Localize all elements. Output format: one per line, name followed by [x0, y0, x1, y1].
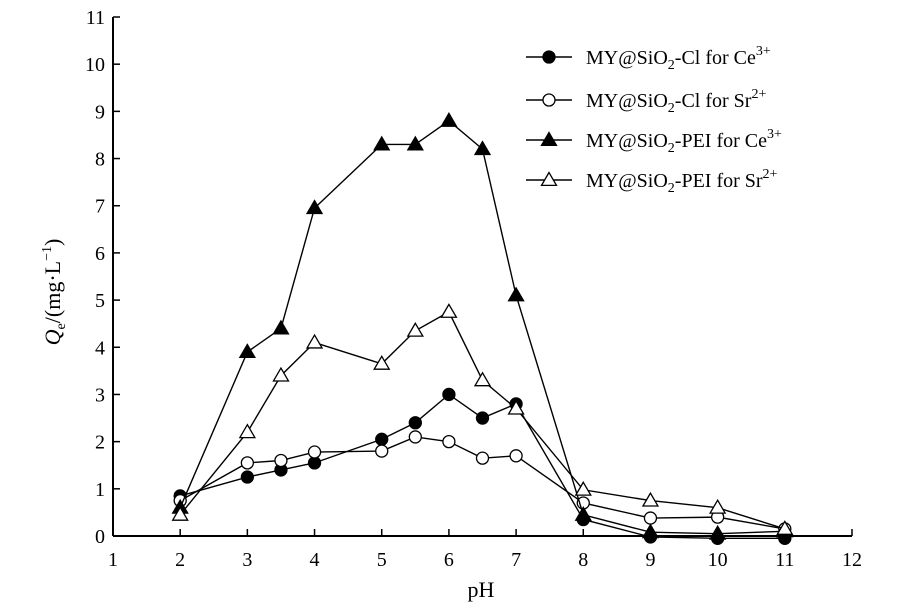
data-point: [373, 135, 391, 151]
data-point: [641, 523, 660, 539]
x-tick-label: 7: [511, 549, 521, 571]
data-point: [238, 423, 256, 439]
data-point: [238, 343, 256, 359]
data-point: [709, 524, 727, 540]
data-point: [240, 470, 255, 484]
data-point: [406, 321, 424, 337]
data-point: [574, 505, 592, 521]
legend-marker: [540, 171, 558, 187]
legend: MY@SiO2-Cl for Ce3+ MY@SiO2-Cl for Sr2+ MY…: [526, 44, 782, 196]
data-point: [776, 520, 794, 535]
x-tick-label: 12: [842, 549, 862, 571]
series-layer: [171, 112, 794, 546]
series-2: [173, 430, 792, 536]
data-point: [307, 445, 322, 459]
x-tick-label: 5: [377, 549, 387, 571]
data-point: [475, 411, 490, 425]
legend-label: MY@SiO2-PEI for Sr2+: [586, 167, 778, 196]
data-point: [442, 434, 456, 449]
y-tick-label: 1: [95, 479, 105, 501]
data-point: [408, 430, 422, 444]
data-point: [643, 511, 658, 525]
series-line: [179, 436, 785, 530]
data-point: [440, 112, 458, 127]
data-point: [307, 456, 322, 470]
y-tick-label: 7: [95, 196, 105, 218]
data-point: [507, 399, 525, 415]
legend-entry-2: MY@SiO2-Cl for Sr2+: [526, 87, 766, 116]
y-tick-label: 0: [95, 526, 105, 548]
data-point: [473, 371, 492, 387]
data-point: [641, 491, 660, 507]
x-tick-label: 2: [175, 549, 185, 571]
data-point: [171, 505, 189, 521]
legend-label: MY@SiO2-Cl for Ce3+: [586, 44, 771, 73]
y-tick-label: 4: [95, 337, 105, 359]
x-tick-label: 10: [708, 549, 728, 571]
legend-marker: [542, 50, 556, 64]
data-point: [408, 416, 422, 430]
data-point: [272, 366, 290, 382]
x-tick-label: 1: [108, 549, 118, 571]
x-tick-label: 8: [578, 549, 588, 571]
data-point: [442, 387, 456, 402]
legend-entry-4: MY@SiO2-PEI for Sr2+: [526, 167, 778, 196]
data-point: [709, 498, 727, 514]
series-1: [173, 387, 792, 546]
y-tick-label: 6: [95, 243, 105, 265]
x-tick-label: 6: [444, 549, 454, 571]
y-tick-label: 2: [95, 432, 105, 454]
series-4: [171, 303, 794, 535]
legend-label: MY@SiO2-PEI for Ce3+: [586, 127, 782, 156]
data-point: [240, 456, 255, 470]
data-point: [475, 451, 490, 465]
y-tick-label: 3: [95, 384, 105, 406]
legend-entry-3: MY@SiO2-PEI for Ce3+: [526, 127, 782, 156]
x-tick-label: 3: [242, 549, 252, 571]
y-tick-label: 10: [85, 54, 105, 76]
data-point: [406, 135, 424, 151]
data-point: [574, 480, 592, 496]
data-point: [274, 453, 288, 468]
data-point: [373, 354, 391, 370]
data-point: [440, 303, 458, 318]
x-tick-label: 4: [310, 549, 320, 571]
data-point: [509, 449, 523, 463]
data-point: [473, 140, 492, 156]
data-point: [305, 199, 324, 215]
legend-marker: [542, 93, 556, 107]
data-point: [507, 286, 525, 302]
y-tick-label: 11: [86, 7, 105, 29]
y-axis-title: Qe/(mg·L−1): [40, 239, 69, 346]
x-tick-label: 9: [645, 549, 655, 571]
legend-entry-1: MY@SiO2-Cl for Ce3+: [526, 44, 771, 73]
x-axis-title: pH: [468, 577, 495, 602]
legend-marker: [540, 131, 558, 147]
data-point: [375, 432, 389, 446]
x-tick-label: 11: [775, 549, 794, 571]
y-tick-label: 8: [95, 149, 105, 171]
y-tick-label: 9: [95, 101, 105, 123]
data-point: [305, 333, 324, 349]
data-point: [272, 319, 290, 335]
y-tick-label: 5: [95, 290, 105, 312]
legend-label: MY@SiO2-Cl for Sr2+: [586, 87, 766, 116]
data-point: [375, 444, 389, 458]
